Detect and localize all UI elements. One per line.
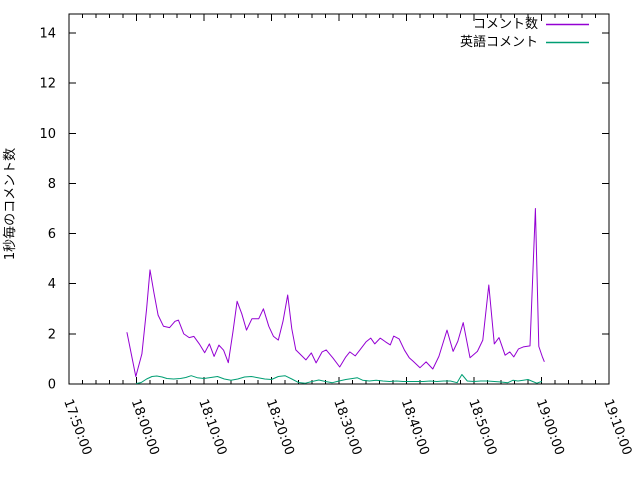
y-tick-label: 12 (39, 77, 56, 92)
y-axis-ticks (69, 32, 609, 385)
y-tick-label: 2 (48, 327, 56, 342)
y-tick-label: 14 (39, 27, 56, 42)
y-tick-label: 10 (39, 127, 56, 142)
series-comment-count-line (126, 208, 545, 377)
series-english-comment-line (136, 374, 542, 384)
y-tick-label: 8 (48, 177, 56, 192)
x-tick-label: 18:20:00 (263, 397, 297, 457)
x-tick-label: 19:00:00 (533, 397, 567, 457)
y-axis-tick-labels: 0 2 4 6 8 10 12 14 (39, 27, 56, 393)
y-tick-label: 6 (48, 227, 56, 242)
x-tick-label: 17:50:00 (60, 397, 94, 457)
x-axis-tick-labels: 17:50:00 18:00:00 18:10:00 18:20:00 18:30:00… (60, 397, 634, 457)
plot-border (68, 13, 610, 385)
y-axis-title: 1秒毎のコメント数 (2, 148, 18, 260)
y-tick-label: 4 (48, 277, 56, 292)
x-tick-label: 18:50:00 (465, 397, 499, 457)
x-tick-label: 18:40:00 (398, 397, 432, 457)
x-axis-ticks (68, 14, 610, 384)
x-tick-label: 18:00:00 (128, 397, 162, 457)
legend-label: 英語コメント (460, 34, 538, 50)
x-tick-label: 18:30:00 (330, 397, 364, 457)
x-tick-label: 18:10:00 (195, 397, 229, 457)
y-tick-label: 0 (48, 378, 56, 393)
legend-label: コメント数 (473, 17, 538, 32)
x-tick-label: 19:10:00 (600, 397, 634, 457)
